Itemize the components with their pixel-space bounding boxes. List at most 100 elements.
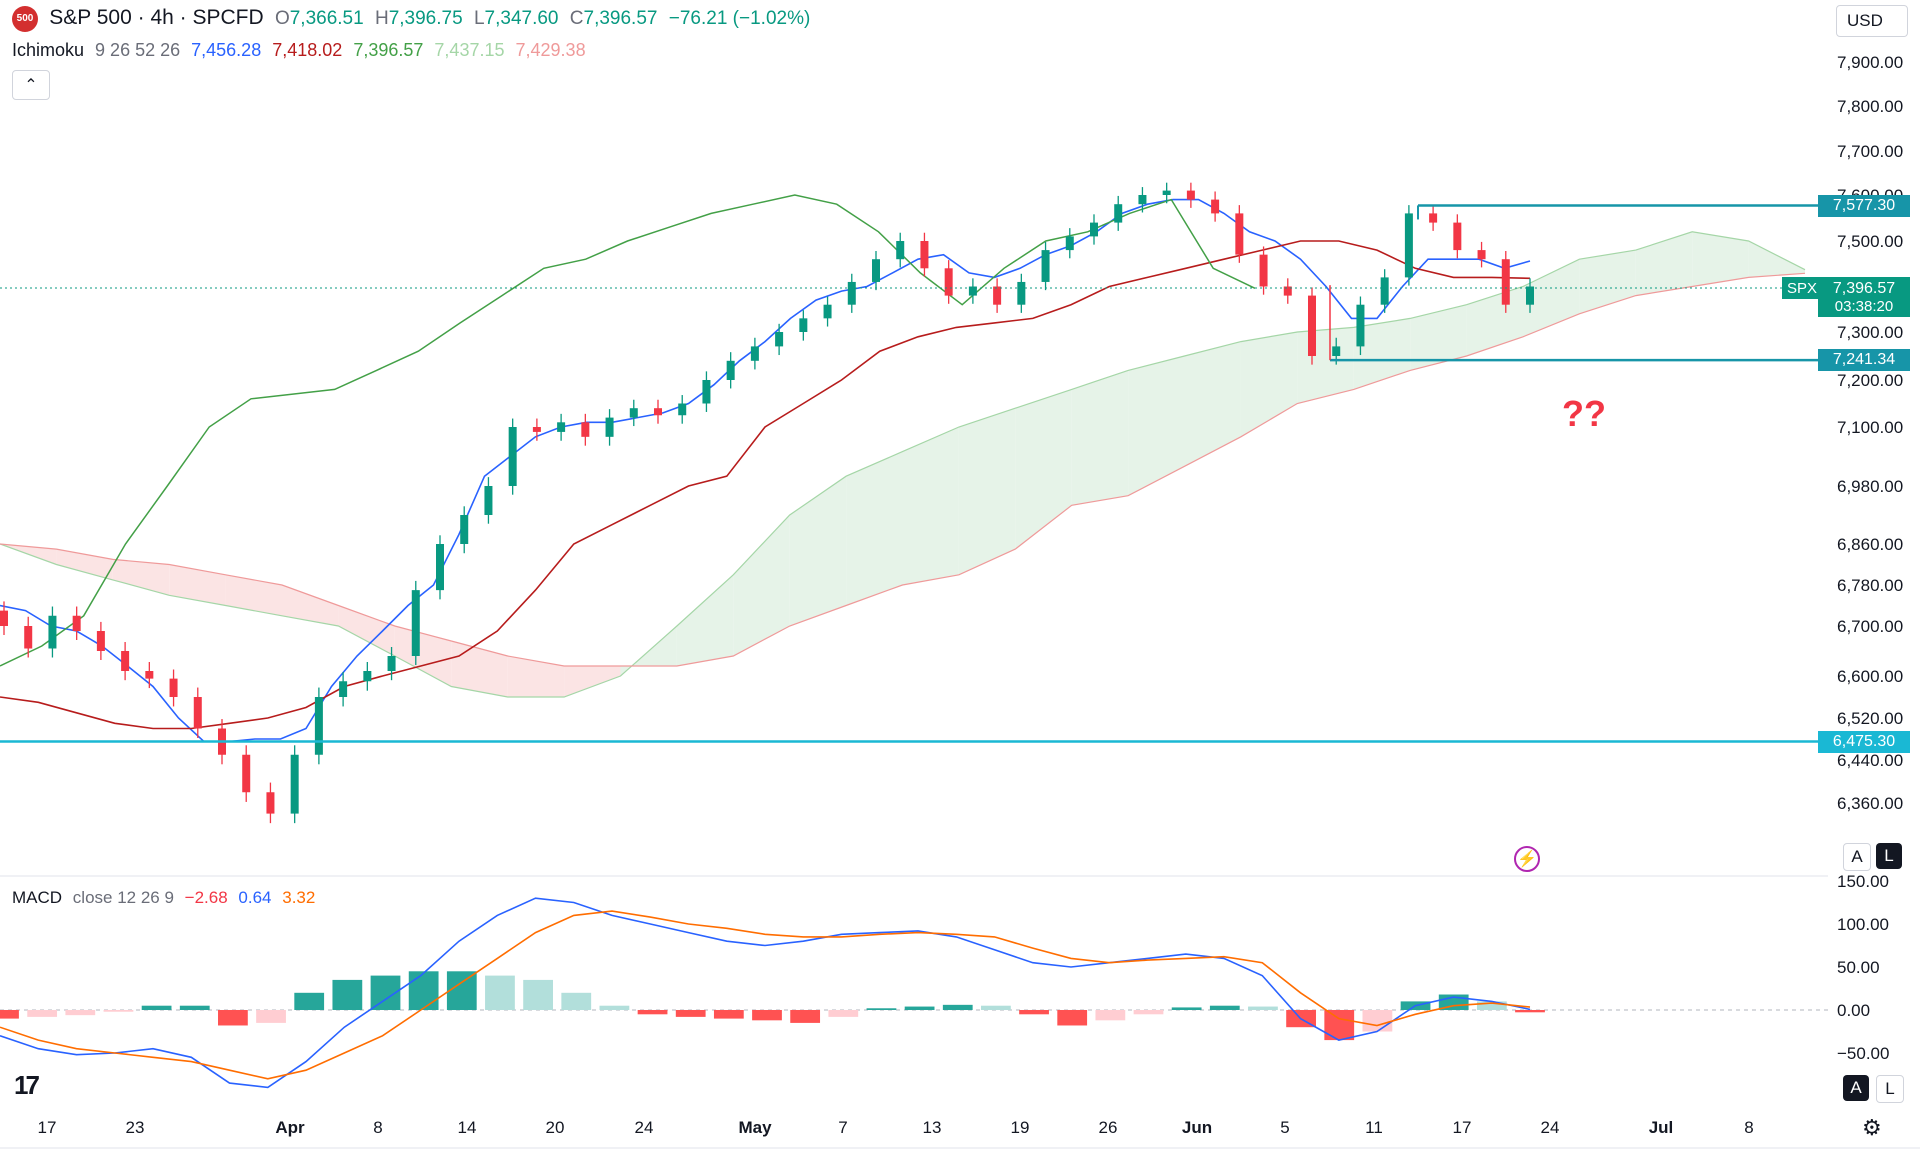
last-price: 7,396.57 xyxy=(1832,279,1896,297)
candle-down xyxy=(169,678,178,697)
currency-select[interactable]: USD xyxy=(1836,5,1908,37)
candle-down xyxy=(581,422,590,437)
kijun-sen-line xyxy=(0,240,1531,730)
macd-histogram-bar xyxy=(332,979,363,1010)
cloud-segment xyxy=(507,656,565,697)
symbol-legend[interactable]: 500 S&P 500 · 4h · SPCFD O7,366.51 H7,39… xyxy=(12,6,816,32)
macd-histogram-bar xyxy=(942,1004,973,1010)
candle-down xyxy=(532,427,541,432)
time-tick-label: Jun xyxy=(1182,1118,1212,1137)
cloud-segment xyxy=(112,559,170,596)
lightning-icon[interactable]: ⚡ xyxy=(1514,846,1540,872)
cloud-segment xyxy=(1240,332,1298,437)
ichimoku-params: 9 26 52 26 xyxy=(95,40,181,60)
collapse-legend-button[interactable]: ⌃ xyxy=(12,70,50,100)
macd-legend[interactable]: MACD close 12 26 9 −2.68 0.64 3.32 xyxy=(12,888,321,908)
candle-up xyxy=(290,754,299,814)
candles xyxy=(0,182,1534,824)
cloud-segment xyxy=(958,408,1016,575)
change-value: −76.21 (−1.02%) xyxy=(668,8,811,30)
symbol-title: S&P 500 · 4h · SPCFD xyxy=(49,6,264,30)
macd-histogram-bar xyxy=(713,1010,744,1019)
macd-auto-scale-button[interactable]: A xyxy=(1843,1075,1869,1101)
candle-up xyxy=(750,346,759,361)
candle-down xyxy=(145,671,154,679)
macd-histogram-bar xyxy=(408,971,439,1010)
candle-up xyxy=(1017,281,1026,305)
macd-pane xyxy=(0,897,1828,1089)
macd-histogram-bar xyxy=(866,1008,897,1010)
candle-down xyxy=(266,792,275,814)
cloud-segment xyxy=(338,605,395,656)
candle-down xyxy=(1453,222,1462,251)
settings-gear-icon[interactable]: ⚙ xyxy=(1862,1115,1882,1140)
macd-log-scale-button[interactable]: L xyxy=(1876,1075,1904,1103)
macd-histogram-bar xyxy=(65,1010,96,1016)
macd-tick-label: −50.00 xyxy=(1837,1044,1889,1063)
macd-histogram-bar xyxy=(294,992,325,1010)
ichimoku-cloud xyxy=(0,231,1806,698)
symbol-tag: SPX xyxy=(1782,277,1822,299)
candle-up xyxy=(605,417,614,437)
macd-signal-line xyxy=(0,910,1531,1080)
candle-up xyxy=(411,590,420,656)
currency-label: USD xyxy=(1847,11,1883,30)
macd-histogram-bar xyxy=(0,1010,19,1019)
candle-up xyxy=(968,286,977,296)
candle-up xyxy=(314,697,323,755)
question-annotation[interactable]: ?? xyxy=(1562,393,1606,434)
support-low-price-tag: 6,475.30 xyxy=(1818,731,1910,753)
candle-up xyxy=(799,318,808,332)
symbol-tag-label: SPX xyxy=(1786,279,1817,297)
candle-up xyxy=(1380,277,1389,305)
candle-down xyxy=(654,408,662,416)
macd-histogram-bar xyxy=(103,1010,134,1012)
macd-histogram-bar xyxy=(1324,1010,1355,1041)
price-tick-label: 6,980.00 xyxy=(1837,477,1903,496)
macd-histogram-bar xyxy=(485,975,515,1010)
candle-up xyxy=(48,615,57,649)
macd-histogram-bar xyxy=(752,1010,782,1021)
cloud-segment xyxy=(169,564,226,606)
macd-histogram-bar xyxy=(1362,1010,1393,1032)
candle-down xyxy=(1477,250,1486,260)
macd-tick-label: 0.00 xyxy=(1837,1001,1870,1020)
candle-down xyxy=(96,631,105,651)
cloud-segment xyxy=(1353,318,1411,390)
resistance-price-tag: 7,577.30 xyxy=(1818,195,1910,217)
ichimoku-v2: 7,418.02 xyxy=(272,40,343,60)
last-price-tag: 7,396.57 03:38:20 xyxy=(1818,277,1910,317)
cloud-segment xyxy=(282,585,339,626)
cloud-segment xyxy=(1579,250,1636,314)
auto-scale-button[interactable]: A xyxy=(1843,843,1871,871)
candle-down xyxy=(72,615,81,631)
candle-up xyxy=(1404,213,1413,278)
macd-histogram-bar xyxy=(981,1005,1011,1010)
log-scale-button[interactable]: L xyxy=(1876,843,1902,869)
cloud-segment xyxy=(1635,231,1693,296)
candle-down xyxy=(0,610,8,626)
candle-up xyxy=(775,332,784,347)
macd-histogram-bar xyxy=(1095,1010,1126,1021)
candle-up xyxy=(1090,222,1098,237)
price-tick-label: 6,700.00 xyxy=(1837,617,1903,636)
cloud-segment xyxy=(789,476,847,626)
price-tick-label: 7,700.00 xyxy=(1837,142,1903,161)
open-label: O xyxy=(274,8,290,30)
low-value: 7,347.60 xyxy=(484,8,559,30)
cloud-segment xyxy=(451,641,508,697)
cloud-segment xyxy=(1410,304,1467,371)
cloud-segment xyxy=(1748,241,1805,278)
candle-up xyxy=(339,681,348,697)
ichimoku-legend[interactable]: Ichimoku 9 26 52 26 7,456.28 7,418.02 7,… xyxy=(12,40,592,61)
cloud-segment xyxy=(676,574,734,666)
time-tick-label: 24 xyxy=(1541,1118,1560,1137)
candle-up xyxy=(847,281,856,305)
tenkan-sen-line xyxy=(0,198,1531,743)
time-tick-label: 26 xyxy=(1099,1118,1118,1137)
macd-tick-label: 150.00 xyxy=(1837,872,1889,891)
cloud-segment xyxy=(564,666,621,697)
ichimoku-name: Ichimoku xyxy=(12,40,85,60)
macd-histogram-bar xyxy=(599,1005,630,1010)
